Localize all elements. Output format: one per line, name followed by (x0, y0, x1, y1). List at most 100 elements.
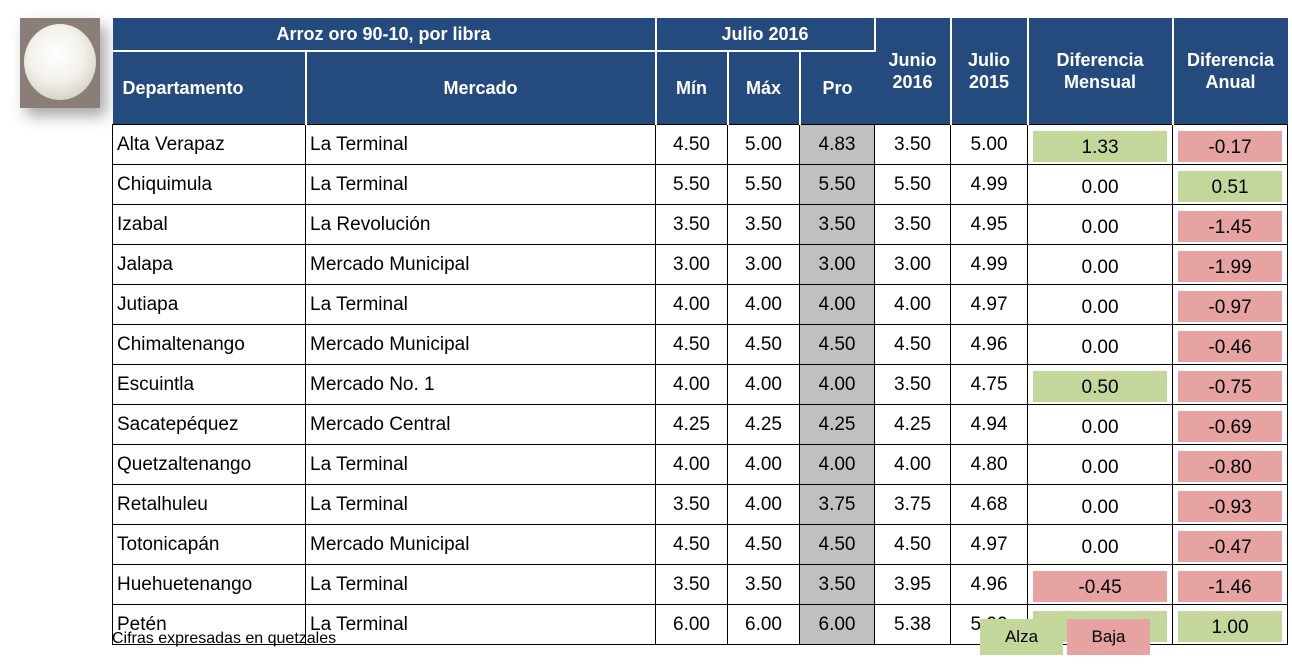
number-cell: 5.50 (655, 164, 728, 205)
diff-cell: -0.75 (1172, 364, 1289, 405)
header-text: Junio (888, 50, 937, 70)
diff-cell: 0.51 (1172, 164, 1289, 205)
number-cell: 4.50 (798, 324, 876, 365)
column-header: Julio 2015 (950, 18, 1029, 125)
text-cell: La Terminal (305, 164, 656, 205)
text-cell: Totonicapán (112, 524, 306, 565)
diff-value: 0.00 (1081, 496, 1119, 518)
header-text: Mín (676, 78, 707, 98)
header-text: Máx (745, 78, 781, 98)
number-cell: 5.50 (727, 164, 800, 205)
table-row: Jutiapa La Terminal 4.00 4.00 4.00 4.00 4.97 0.… (112, 284, 1289, 325)
number-cell: 4.25 (874, 404, 952, 445)
text-cell: Mercado Central (305, 404, 656, 445)
note: Cifras expresadas en quetzales (112, 630, 337, 647)
diff-cell: 0.00 (1027, 484, 1174, 525)
text-cell: Petén (112, 604, 306, 645)
number-cell: 3.00 (798, 244, 876, 285)
table-row: Quetzaltenango La Terminal 4.00 4.00 4.00 4.0… (112, 444, 1289, 485)
header-text: Julio (968, 50, 1011, 70)
text-cell: Mercado Municipal (305, 324, 656, 365)
number-cell: 3.50 (727, 564, 800, 605)
number-cell: 3.50 (874, 124, 952, 165)
number-cell: 5.00 (727, 124, 800, 165)
rice-image (24, 24, 96, 100)
group-header: Julio 2016 (655, 18, 876, 52)
text-cell: Chiquimula (112, 164, 306, 205)
number-cell: 4.00 (727, 364, 800, 405)
diff-value: -0.75 (1178, 370, 1283, 402)
number-cell: 4.99 (950, 164, 1029, 205)
header-text: Diferencia (1056, 50, 1144, 70)
number-cell: 5.00 (950, 124, 1029, 165)
text-cell: Huehuetenango (112, 564, 306, 605)
diff-value: -0.47 (1178, 530, 1283, 562)
text-cell: La Terminal (305, 564, 656, 605)
table-row: Totonicapán Mercado Municipal 4.50 4.50 4.50… (112, 524, 1289, 565)
number-cell: 4.00 (727, 484, 800, 525)
text-cell: Izabal (112, 204, 306, 245)
text-cell: Escuintla (112, 364, 306, 405)
column-header: Máx (727, 51, 801, 125)
diff-value: 0.00 (1081, 256, 1119, 278)
text-cell: Mercado Municipal (305, 524, 656, 565)
diff-cell: 0.00 (1027, 204, 1174, 245)
number-cell: 4.50 (727, 324, 800, 365)
number-cell: 4.00 (874, 444, 952, 485)
diff-value: 0.00 (1081, 416, 1119, 438)
diff-cell: 1.33 (1027, 124, 1174, 165)
diff-value: -1.46 (1178, 570, 1283, 602)
text-cell: La Terminal (305, 444, 656, 485)
number-cell: 4.00 (798, 364, 876, 405)
diff-cell: -0.69 (1172, 404, 1289, 445)
diff-value: 0.51 (1178, 170, 1283, 202)
diff-cell: -0.17 (1172, 124, 1289, 165)
diff-value: 1.33 (1033, 130, 1168, 162)
number-cell: 3.50 (874, 364, 952, 405)
number-cell: 4.50 (655, 124, 728, 165)
header-text: 2016 (892, 72, 933, 92)
number-cell: 3.00 (874, 244, 952, 285)
text-cell: La Terminal (305, 124, 656, 165)
diff-cell: 0.00 (1027, 324, 1174, 365)
number-cell: 4.00 (655, 284, 728, 325)
header-text: Pro (822, 78, 853, 98)
number-cell: 4.96 (950, 324, 1029, 365)
number-cell: 4.50 (655, 324, 728, 365)
header-text: Departamento (122, 78, 244, 98)
diff-cell: 0.50 (1027, 364, 1174, 405)
number-cell: 4.68 (950, 484, 1029, 525)
header-text: Mercado (443, 78, 518, 98)
text-cell: Jalapa (112, 244, 306, 285)
table-row: Chimaltenango Mercado Municipal 4.50 4.50 4.… (112, 324, 1289, 365)
number-cell: 3.00 (727, 244, 800, 285)
text-cell: Mercado Municipal (305, 244, 656, 285)
diff-value: -0.45 (1033, 570, 1168, 602)
diff-cell: -0.45 (1027, 564, 1174, 605)
column-header: Diferencia Mensual (1027, 18, 1174, 125)
number-cell: 3.50 (727, 204, 800, 245)
number-cell: 4.25 (727, 404, 800, 445)
number-cell: 4.94 (950, 404, 1029, 445)
legend-item: Alza (980, 619, 1063, 655)
diff-cell: 1.00 (1172, 604, 1289, 645)
table-row: Retalhuleu La Terminal 3.50 4.00 3.75 3.75 4.6… (112, 484, 1289, 525)
text-cell: Retalhuleu (112, 484, 306, 525)
diff-value: -0.46 (1178, 330, 1283, 362)
diff-cell: 0.00 (1027, 404, 1174, 445)
diff-cell: 0.00 (1027, 164, 1174, 205)
number-cell: 4.75 (950, 364, 1029, 405)
diff-cell: -0.93 (1172, 484, 1289, 525)
table-row: Sacatepéquez Mercado Central 4.25 4.25 4.25 4… (112, 404, 1289, 445)
text-cell: Mercado No. 1 (305, 364, 656, 405)
table-row: Chiquimula La Terminal 5.50 5.50 5.50 5.50 4.9… (112, 164, 1289, 205)
number-cell: 4.96 (950, 564, 1029, 605)
column-header: Diferencia Anual (1172, 18, 1288, 125)
diff-cell: -0.47 (1172, 524, 1289, 565)
number-cell: 4.50 (727, 524, 800, 565)
number-cell: 4.00 (727, 284, 800, 325)
number-cell: 6.00 (655, 604, 728, 645)
number-cell: 3.95 (874, 564, 952, 605)
number-cell: 4.25 (655, 404, 728, 445)
